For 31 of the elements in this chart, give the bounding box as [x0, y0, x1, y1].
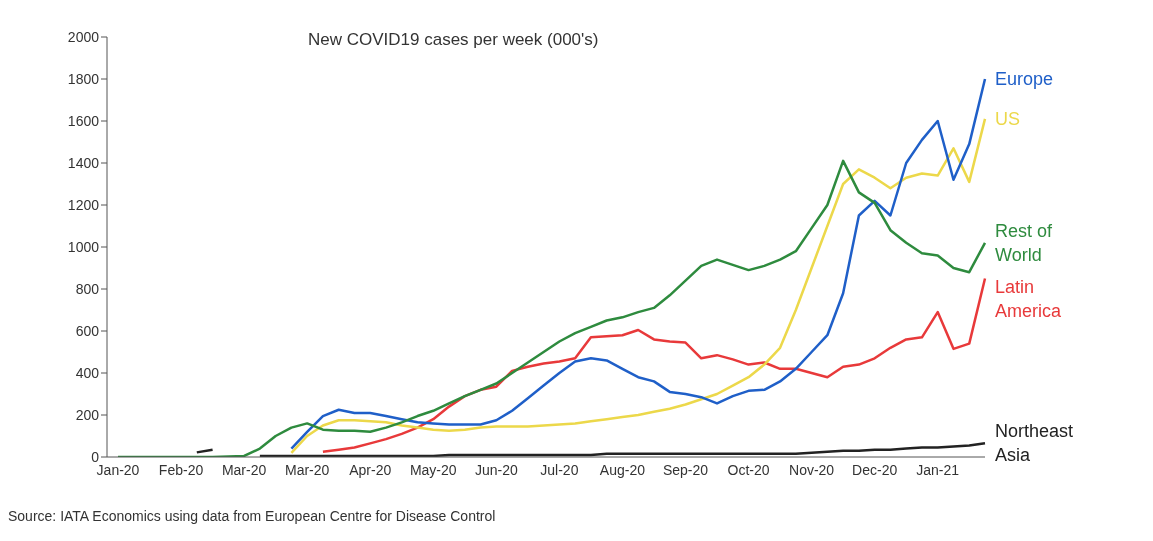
x-tick-label: Sep-20	[662, 461, 709, 478]
x-tick-label: Jan-21	[916, 461, 960, 478]
x-tick-label: Dec-20	[852, 461, 898, 478]
series-label: Rest of World	[995, 219, 1053, 267]
x-tick-label: Nov-20	[789, 461, 835, 478]
x-tick-label: Jul-20	[540, 461, 579, 478]
y-tick-label: 800	[75, 280, 100, 297]
source-note: Source: IATA Economics using data from European Centre for Disease Control	[8, 508, 496, 524]
y-tick-label: 1400	[67, 154, 100, 171]
series-label: US	[995, 107, 1021, 131]
y-tick-label: 1200	[67, 196, 100, 213]
x-tick-label: Aug-20	[599, 461, 646, 478]
x-tick-label: Mar-20	[221, 461, 267, 478]
x-tick-label: Jun-20	[474, 461, 518, 478]
y-tick-label: 1600	[67, 112, 100, 129]
y-tick-label: 400	[75, 364, 100, 381]
x-tick-label: Feb-20	[158, 461, 204, 478]
y-tick-label: 2000	[67, 28, 100, 45]
line-series	[321, 277, 987, 453]
x-tick-label: Oct-20	[727, 461, 770, 478]
y-tick-label: 200	[75, 406, 100, 423]
y-tick-label: 1000	[67, 238, 100, 255]
series-label: Latin America	[995, 275, 1062, 323]
y-tick-label: 600	[75, 322, 100, 339]
x-tick-label: Apr-20	[349, 461, 392, 478]
x-tick-label: May-20	[409, 461, 457, 478]
series-label: Europe	[995, 68, 1054, 91]
series-label: Northeast Asia	[995, 420, 1074, 468]
y-tick-label: 1800	[67, 70, 100, 87]
x-tick-label: Mar-20	[284, 461, 330, 478]
chart-title: New COVID19 cases per week (000's)	[308, 30, 599, 50]
